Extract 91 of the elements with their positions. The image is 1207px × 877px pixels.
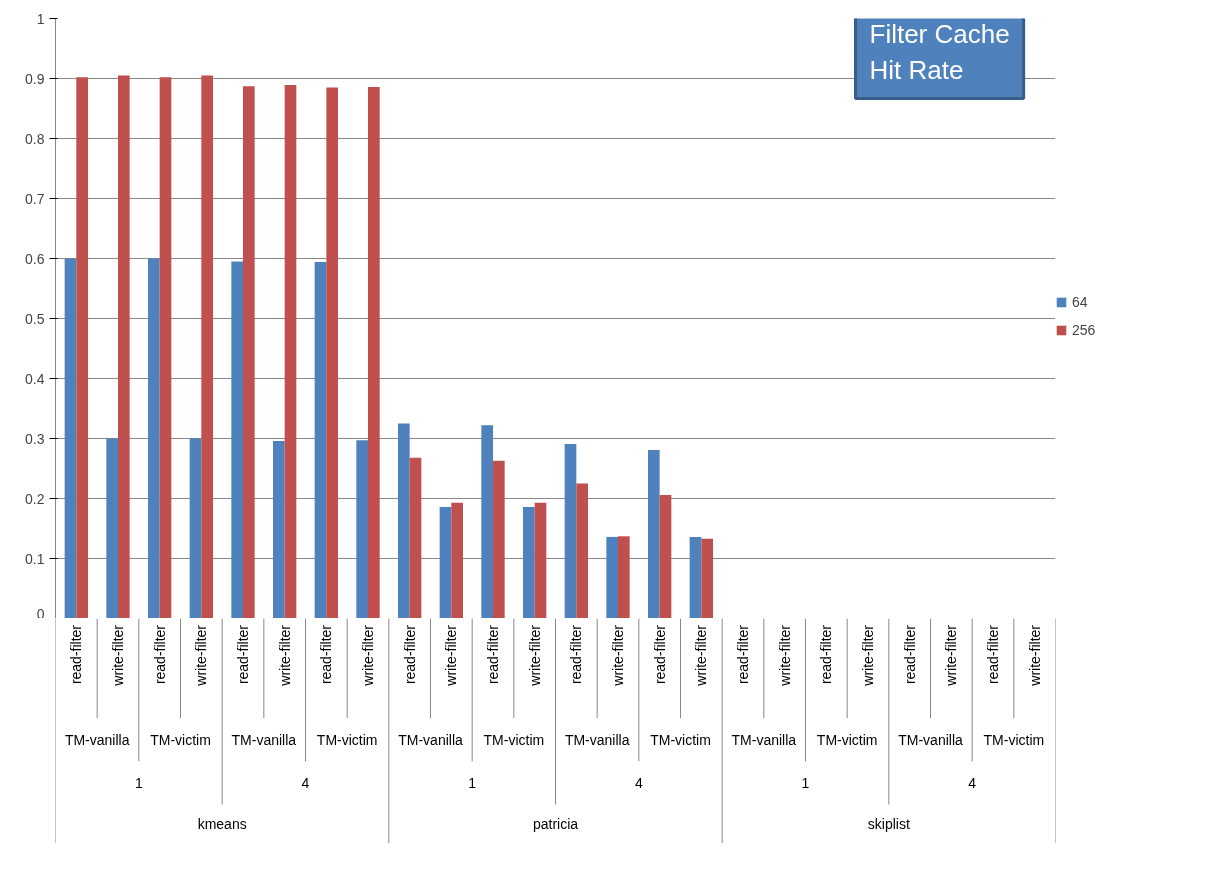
bar [231, 261, 243, 618]
x-tick-label: read-filter [901, 624, 918, 685]
bar [398, 423, 410, 618]
bar [243, 86, 255, 618]
x-tick-label: read-filter [651, 624, 668, 685]
y-tick-label: 0.7 [25, 190, 45, 207]
text: TM-victim [483, 731, 545, 748]
y-tick-label: 0.5 [25, 310, 45, 327]
x-tick-label: read-filter [985, 624, 1001, 685]
bar [76, 77, 88, 618]
y-tick-label: 0.8 [25, 130, 45, 147]
bar [648, 449, 660, 618]
bar [273, 440, 285, 618]
bar [564, 443, 577, 618]
bar [701, 538, 713, 618]
x-tick-label: write-filter [776, 624, 793, 687]
bar [689, 536, 702, 618]
bar [409, 457, 422, 618]
y-tick-label: 0.1 [25, 550, 45, 567]
text: TM-vanilla [731, 731, 797, 748]
x-tick-label: write-filter [1026, 624, 1043, 687]
x-tick-label: write-filter [276, 624, 293, 687]
x-tick-label: read-filter [735, 624, 751, 685]
bar [159, 77, 172, 618]
text: TM-victim [816, 731, 878, 748]
text: skiplist [867, 816, 910, 833]
y-tick-label: 0.3 [25, 430, 45, 447]
bar [356, 440, 368, 618]
bar [64, 258, 77, 618]
y-tick-label: 0 [36, 605, 45, 622]
bar [523, 506, 535, 618]
text: 1 [801, 774, 810, 791]
text: TM-vanilla [231, 731, 297, 748]
text: TM-vanilla [64, 731, 130, 748]
bar [439, 506, 452, 618]
bar [201, 75, 213, 618]
x-tick-label: write-filter [693, 624, 710, 687]
y-tick-label: 0.2 [25, 490, 45, 507]
bar [118, 75, 130, 618]
x-tick-label: write-filter [610, 624, 626, 687]
bar [481, 425, 493, 618]
x-tick-label: read-filter [401, 624, 418, 685]
y-tick-label: 0.6 [25, 250, 45, 267]
bar [326, 87, 338, 618]
text: 4 [301, 774, 310, 791]
y-tick-label: 0.4 [25, 370, 45, 387]
text: Filter Cache Hit Rate [869, 18, 1010, 85]
text: kmeans [197, 816, 247, 833]
text: TM-vanilla [898, 731, 963, 748]
bar [148, 258, 160, 618]
bar [659, 494, 672, 618]
x-tick-label: write-filter [860, 624, 876, 687]
x-tick-label: read-filter [485, 624, 501, 685]
x-tick-label: read-filter [568, 624, 585, 685]
bar [451, 502, 463, 618]
legend-label: 64 [1072, 294, 1089, 310]
text: TM-vanilla [398, 731, 463, 748]
x-tick-label: write-filter [110, 624, 126, 687]
y-tick-label: 0.9 [25, 70, 45, 87]
x-tick-label: write-filter [360, 624, 376, 687]
bar [189, 438, 202, 618]
bar [284, 85, 297, 618]
text: 4 [634, 774, 643, 791]
x-tick-label: write-filter [193, 624, 210, 687]
y-tick-label: 1 [36, 10, 45, 27]
bar [368, 86, 380, 618]
x-tick-label: read-filter [68, 624, 85, 685]
bar [606, 536, 618, 618]
x-tick-label: write-filter [943, 624, 960, 687]
text: 4 [968, 774, 977, 791]
bar [493, 460, 505, 618]
text: 1 [468, 774, 477, 791]
text: TM-victim [316, 731, 378, 748]
x-tick-label: read-filter [818, 624, 835, 685]
bar [106, 438, 118, 618]
text: patricia [532, 816, 579, 833]
text: TM-victim [983, 731, 1045, 748]
text: TM-victim [150, 731, 211, 748]
x-tick-label: write-filter [526, 624, 543, 687]
x-tick-label: write-filter [443, 624, 460, 687]
x-tick-label: read-filter [151, 624, 168, 685]
bar [534, 502, 547, 618]
x-tick-label: read-filter [318, 624, 335, 685]
text: TM-victim [650, 731, 711, 748]
text: 1 [134, 774, 143, 791]
legend-label: 256 [1072, 322, 1096, 338]
bar [618, 536, 630, 618]
bar [576, 483, 588, 618]
x-tick-label: read-filter [235, 624, 251, 685]
bar [314, 262, 327, 618]
text: TM-vanilla [564, 731, 630, 748]
